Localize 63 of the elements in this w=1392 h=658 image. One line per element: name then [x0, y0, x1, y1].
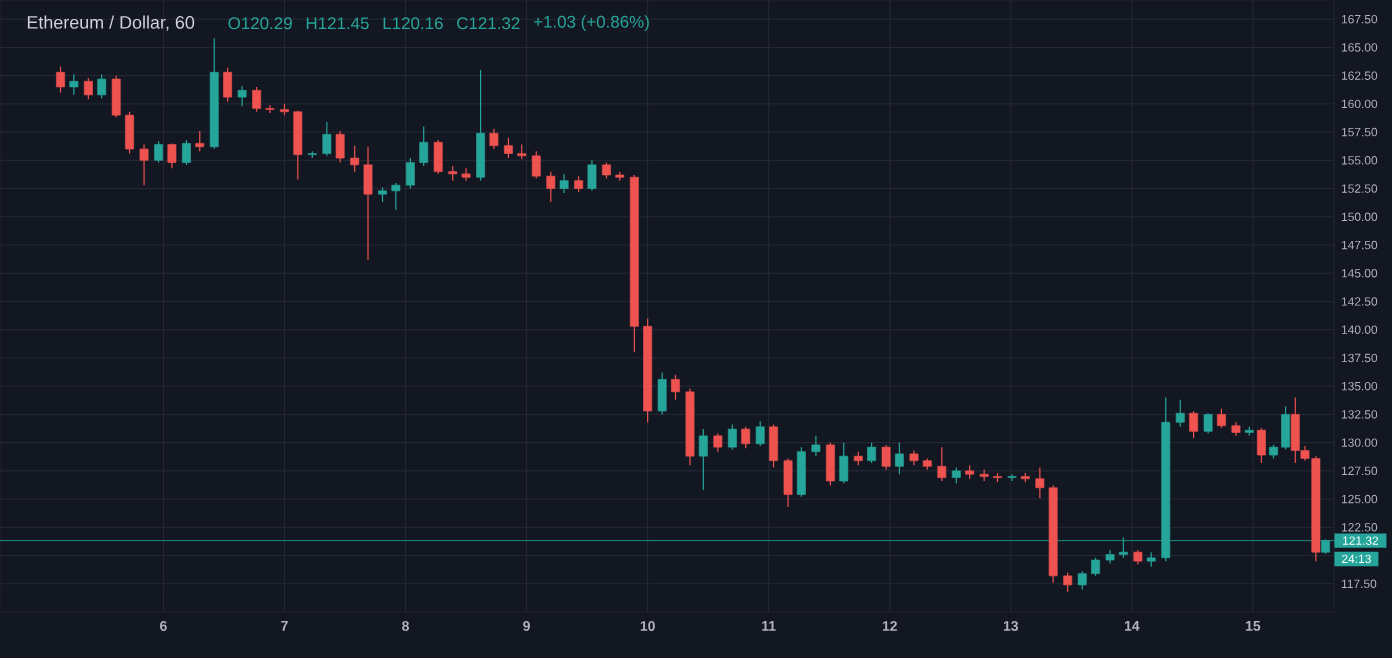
candlestick: [83, 77, 93, 100]
candlestick: [252, 86, 262, 113]
annotation: O120.29: [228, 17, 292, 30]
candlestick: [867, 442, 876, 464]
candlestick: [504, 137, 513, 159]
candlestick: [293, 110, 303, 181]
candlestick: [1203, 412, 1213, 435]
candlestick: [1063, 571, 1073, 593]
text: Ethereum / Dollar, 60: [27, 15, 195, 31]
candlestick: [363, 146, 373, 261]
candlestick: [769, 423, 778, 469]
candlestick: [182, 139, 191, 166]
candlestick: [741, 426, 751, 449]
candlestick: [167, 142, 177, 169]
annotation: H121.45: [306, 17, 369, 30]
candlestick: [335, 130, 345, 164]
candlestick: [1091, 557, 1100, 577]
candlestick: [476, 69, 485, 182]
candlestick: [489, 128, 499, 150]
candlestick: [559, 173, 569, 194]
annotation: +1.03 (+0.86%): [533, 15, 649, 32]
candlestick: [937, 446, 947, 482]
candlestick: [405, 157, 415, 190]
candlestick: [154, 140, 163, 164]
candlestick: [391, 182, 401, 211]
candlestick: [1189, 410, 1199, 439]
candlestick: [237, 85, 247, 107]
candlestick: [713, 432, 723, 453]
candlestick: [531, 150, 541, 179]
candlestick: [139, 143, 149, 186]
candlestick: [796, 446, 806, 498]
candlestick: [546, 171, 556, 203]
candlestick: [698, 428, 708, 491]
candlestick: [223, 67, 232, 103]
candlestick: [433, 139, 443, 175]
candlestick: [195, 130, 205, 152]
candlestick: [1007, 473, 1017, 482]
candlestick: [657, 372, 667, 415]
candlestick: [1217, 408, 1226, 429]
candlestick: [671, 374, 680, 401]
candlestick: [350, 145, 360, 173]
candlestick: [1256, 427, 1266, 464]
candlestick: [826, 442, 835, 487]
annotation: L120.16: [383, 17, 443, 30]
candlestick: [265, 104, 275, 114]
candlestick: [587, 159, 597, 192]
candlestick: [1077, 570, 1087, 591]
candlestick: [56, 66, 65, 94]
candlestick: [755, 420, 765, 447]
candlestick: [322, 121, 332, 157]
candlestick: [881, 444, 891, 471]
candlestick: [419, 125, 429, 167]
candlestick: [111, 75, 121, 119]
candlestick: [727, 423, 737, 450]
candlestick: [69, 73, 79, 96]
candlestick: [97, 73, 107, 99]
candlestick: [1175, 399, 1185, 428]
candlestick: [895, 442, 904, 475]
annotation: C121.32: [457, 17, 520, 30]
candlestick: [811, 435, 821, 457]
candlestick: [839, 442, 849, 484]
candlestick: [783, 457, 793, 508]
candlestick: [125, 111, 134, 155]
